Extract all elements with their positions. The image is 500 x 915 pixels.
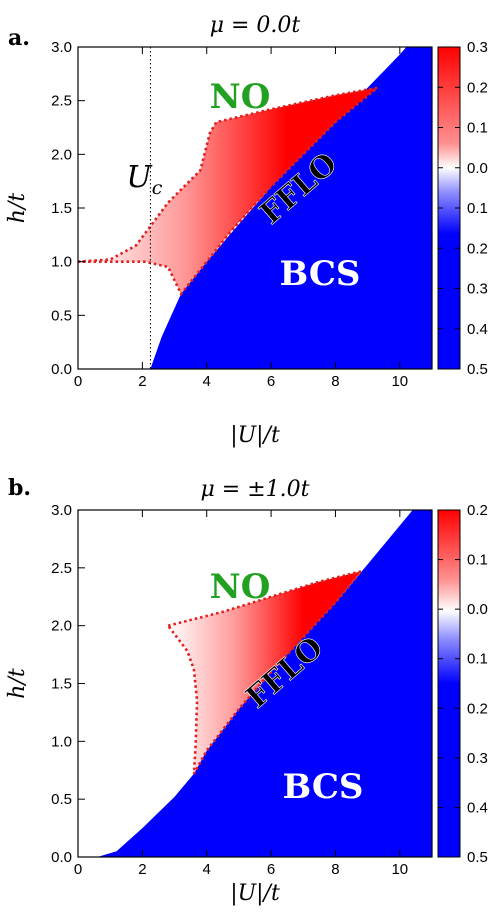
y-tick-label: 2.0 [51, 618, 72, 635]
fflo-boundary-line [167, 569, 365, 775]
y-axis-label: h/t [5, 193, 30, 224]
y-tick-label: 1.5 [51, 676, 72, 693]
y-tick-label: 1.0 [51, 733, 72, 750]
colorbar-tick-label: 0.1 [467, 200, 488, 217]
x-tick-label: 2 [138, 861, 146, 878]
colorbar-tick-label: 0.1 [467, 552, 488, 569]
y-tick-label: 2.0 [51, 146, 72, 163]
y-tick-label: 0.0 [51, 361, 72, 378]
x-tick-label: 6 [267, 373, 275, 390]
x-tick-label: 0 [74, 861, 82, 878]
y-tick-label: 3.0 [51, 39, 72, 56]
x-tick-label: 0 [74, 373, 82, 390]
colorbar-tick-label: 0.3 [467, 750, 488, 767]
colorbar [437, 509, 461, 858]
x-tick-label: 10 [391, 861, 408, 878]
y-tick-label: 2.5 [51, 560, 72, 577]
y-tick-label: 1.5 [51, 200, 72, 217]
region-label-bcs: BCS [283, 767, 364, 807]
colorbar-tick-label: 0.2 [467, 240, 488, 257]
x-tick-label: 8 [331, 861, 339, 878]
x-tick-label: 6 [267, 861, 275, 878]
colorbar-tick-label: 0.2 [467, 79, 488, 96]
x-tick-label: 10 [391, 373, 408, 390]
bcs-region [97, 510, 433, 857]
fflo-region [168, 571, 362, 774]
bcs-region [150, 47, 432, 369]
colorbar-tick-label: 0.0 [467, 601, 488, 618]
uc-subscript: c [152, 177, 163, 199]
panel-label: a. [8, 25, 30, 51]
region-label-bcs: BCS [280, 254, 361, 294]
colorbar-tick-label: 0.0 [467, 160, 488, 177]
colorbar-tick-label: 0.2 [467, 502, 488, 519]
x-tick-label: 4 [203, 373, 211, 390]
colorbar-tick-label: 0.4 [467, 321, 488, 338]
colorbar-tick-label: 0.5 [467, 361, 488, 378]
fflo-region [78, 87, 378, 294]
colorbar-tick-label: 0.3 [467, 39, 488, 56]
colorbar-tick-label: 0.2 [467, 700, 488, 717]
chart-title: μ = 0.0t [210, 13, 301, 38]
y-tick-label: 2.5 [51, 93, 72, 110]
x-axis-label: |U|/t [230, 423, 280, 448]
y-axis-label: h/t [5, 668, 30, 699]
y-tick-label: 0.0 [51, 849, 72, 866]
colorbar-tick-label: 0.1 [467, 651, 488, 668]
x-axis-label: |U|/t [230, 881, 280, 906]
region-label-no: NO [210, 77, 271, 117]
x-tick-label: 8 [331, 373, 339, 390]
y-tick-label: 1.0 [51, 254, 72, 271]
chart-title: μ = ±1.0t [201, 477, 310, 502]
panel-label: b. [8, 475, 31, 501]
y-tick-label: 0.5 [51, 307, 72, 324]
region-label-no: NO [210, 567, 271, 607]
colorbar-tick-label: 0.3 [467, 281, 488, 298]
fflo-boundary-line [77, 85, 382, 297]
x-tick-label: 2 [138, 373, 146, 390]
y-tick-label: 3.0 [51, 502, 72, 519]
colorbar-tick-label: 0.4 [467, 799, 488, 816]
x-tick-label: 4 [203, 861, 211, 878]
colorbar-tick-label: 0.1 [467, 120, 488, 137]
colorbar-tick-label: 0.5 [467, 849, 488, 866]
y-tick-label: 0.5 [51, 791, 72, 808]
